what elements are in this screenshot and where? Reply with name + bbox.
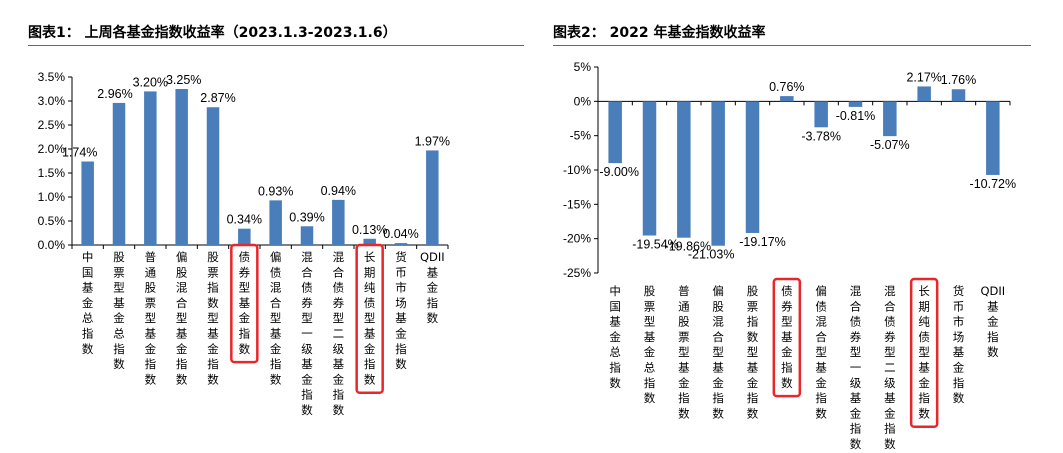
bar-chart-2: -25%-20%-15%-10%-5%0%5%-9.00%-19.54%-19.…	[563, 60, 1017, 451]
bar	[711, 101, 725, 246]
category-label: 债券型基金指数	[781, 284, 793, 390]
data-label: -19.86%	[665, 240, 712, 254]
bar	[300, 226, 314, 245]
category-label: 偏股混合型基金指数	[712, 284, 724, 420]
highlight-box	[355, 243, 384, 394]
data-label: 0.76%	[769, 80, 804, 94]
data-label: 3.20%	[133, 75, 168, 89]
highlight-box	[230, 243, 259, 364]
bar-chart-1: 0.0% 0.5% 1.0% 1.5% 2.0% 2.5% 3.0% 3.5% 1.74% 2.9…	[38, 70, 450, 417]
chart-panel-2: 图表2： 2022 年基金指数收益率 -25% -20% -15% -10% -5% 0%…	[553, 0, 1033, 453]
bar	[269, 200, 282, 245]
bar	[206, 107, 220, 246]
category-label: 偏股混合型基金指数	[176, 250, 188, 386]
bar	[951, 89, 966, 102]
highlight-box	[772, 277, 802, 398]
category-label: 混合债券型二级基金指数	[333, 250, 345, 417]
data-label: -9.00%	[599, 165, 639, 179]
bar	[848, 101, 863, 107]
y-tick-label: -15%	[563, 197, 591, 211]
data-label: -5.07%	[870, 138, 910, 152]
data-label: -19.17%	[739, 235, 786, 249]
data-label: 0.13%	[352, 223, 387, 237]
data-label: 0.94%	[321, 184, 356, 198]
chart-title-1: 图表1： 上周各基金指数收益率（2023.1.3-2023.1.6）	[28, 25, 397, 41]
data-label: 0.93%	[258, 184, 293, 198]
data-label: 0.39%	[289, 210, 324, 224]
data-label: 2.87%	[200, 91, 235, 105]
chart-title-2: 图表2： 2022 年基金指数收益率	[553, 25, 766, 41]
y-tick-label: 0.0%	[38, 238, 66, 252]
y-tick-label: 0.5%	[38, 214, 66, 228]
category-label: 普通股票型基金指数	[678, 284, 690, 420]
category-label: 股票指数型基金指数	[207, 250, 219, 386]
y-tick-label: 2.0%	[38, 142, 66, 156]
bar	[426, 150, 439, 245]
category-label: 长期纯债型基金指数	[364, 250, 376, 386]
category-label: 中国基金总指数	[609, 284, 621, 390]
y-tick-label: 1.5%	[38, 166, 66, 180]
y-tick-label: -25%	[563, 266, 591, 280]
category-label: 中国基金总指数	[82, 250, 94, 356]
bar	[363, 238, 376, 245]
category-label: 债券型基金指数	[239, 250, 251, 356]
category-label: 偏债混合型基金指数	[270, 250, 282, 386]
category-label: 偏债混合型基金指数	[815, 284, 827, 420]
bar	[642, 101, 657, 236]
data-label: -0.81%	[836, 109, 876, 123]
y-tick-label: -10%	[563, 163, 591, 177]
data-label: 3.25%	[166, 73, 201, 87]
chart-panel-1: 图表1： 上周各基金指数收益率（2023.1.3-2023.1.6） 0.0% 0…	[28, 0, 526, 453]
bar	[608, 101, 622, 164]
category-label: 股票型基金总指数	[113, 250, 125, 371]
category-label: 长期纯债型基金指数	[918, 284, 930, 420]
highlight-box	[909, 277, 939, 428]
bar	[745, 101, 760, 233]
y-tick-label: 3.5%	[38, 70, 66, 84]
y-tick-label: 3.0%	[38, 94, 66, 108]
bar	[144, 91, 157, 246]
data-label: -21.03%	[688, 248, 735, 262]
title-divider-1	[28, 45, 524, 46]
category-label: 货币市场基金指数	[395, 250, 407, 371]
data-label: 0.04%	[383, 227, 418, 241]
category-label: QDII 基金指数	[420, 250, 445, 325]
y-tick-label: 1.0%	[38, 190, 66, 204]
category-label: QDII 基金指数	[980, 284, 1005, 359]
category-label: 股票型基金总指数	[644, 284, 656, 405]
y-tick-label: 5%	[574, 60, 592, 74]
category-label: 混合债券型一级基金指数	[850, 284, 862, 451]
bar	[394, 243, 408, 245]
data-label: 1.97%	[415, 134, 450, 148]
category-label: 混合债券型二级基金指数	[884, 284, 896, 451]
category-label: 混合债券型一级基金指数	[301, 250, 313, 417]
y-tick-label: -5%	[570, 129, 592, 143]
data-label: -10.72%	[970, 177, 1017, 191]
category-label: 股票指数型基金指数	[747, 284, 759, 420]
bar	[175, 89, 188, 245]
bar	[677, 101, 691, 238]
title-divider-2	[553, 45, 1031, 46]
data-label: -3.78%	[801, 129, 841, 143]
bar	[332, 199, 345, 245]
bar	[780, 96, 794, 102]
data-label: 2.96%	[97, 87, 132, 101]
data-label: -19.54%	[632, 238, 679, 252]
data-label: 1.76%	[941, 73, 976, 87]
y-tick-label: 2.5%	[38, 118, 66, 132]
category-label: 普通股票型基金指数	[145, 250, 157, 386]
bar	[986, 101, 1000, 175]
bar	[917, 86, 931, 102]
category-label: 货币市场基金指数	[953, 284, 965, 405]
data-label: 2.17%	[906, 70, 941, 84]
y-tick-label: -20%	[563, 232, 591, 246]
bar	[238, 228, 251, 245]
bar	[81, 161, 94, 245]
bar	[112, 102, 126, 245]
y-tick-label: 0%	[574, 94, 592, 108]
data-label: 0.34%	[227, 213, 262, 227]
bar	[883, 101, 897, 137]
bar	[814, 101, 828, 128]
data-label: 1.74%	[62, 145, 97, 159]
